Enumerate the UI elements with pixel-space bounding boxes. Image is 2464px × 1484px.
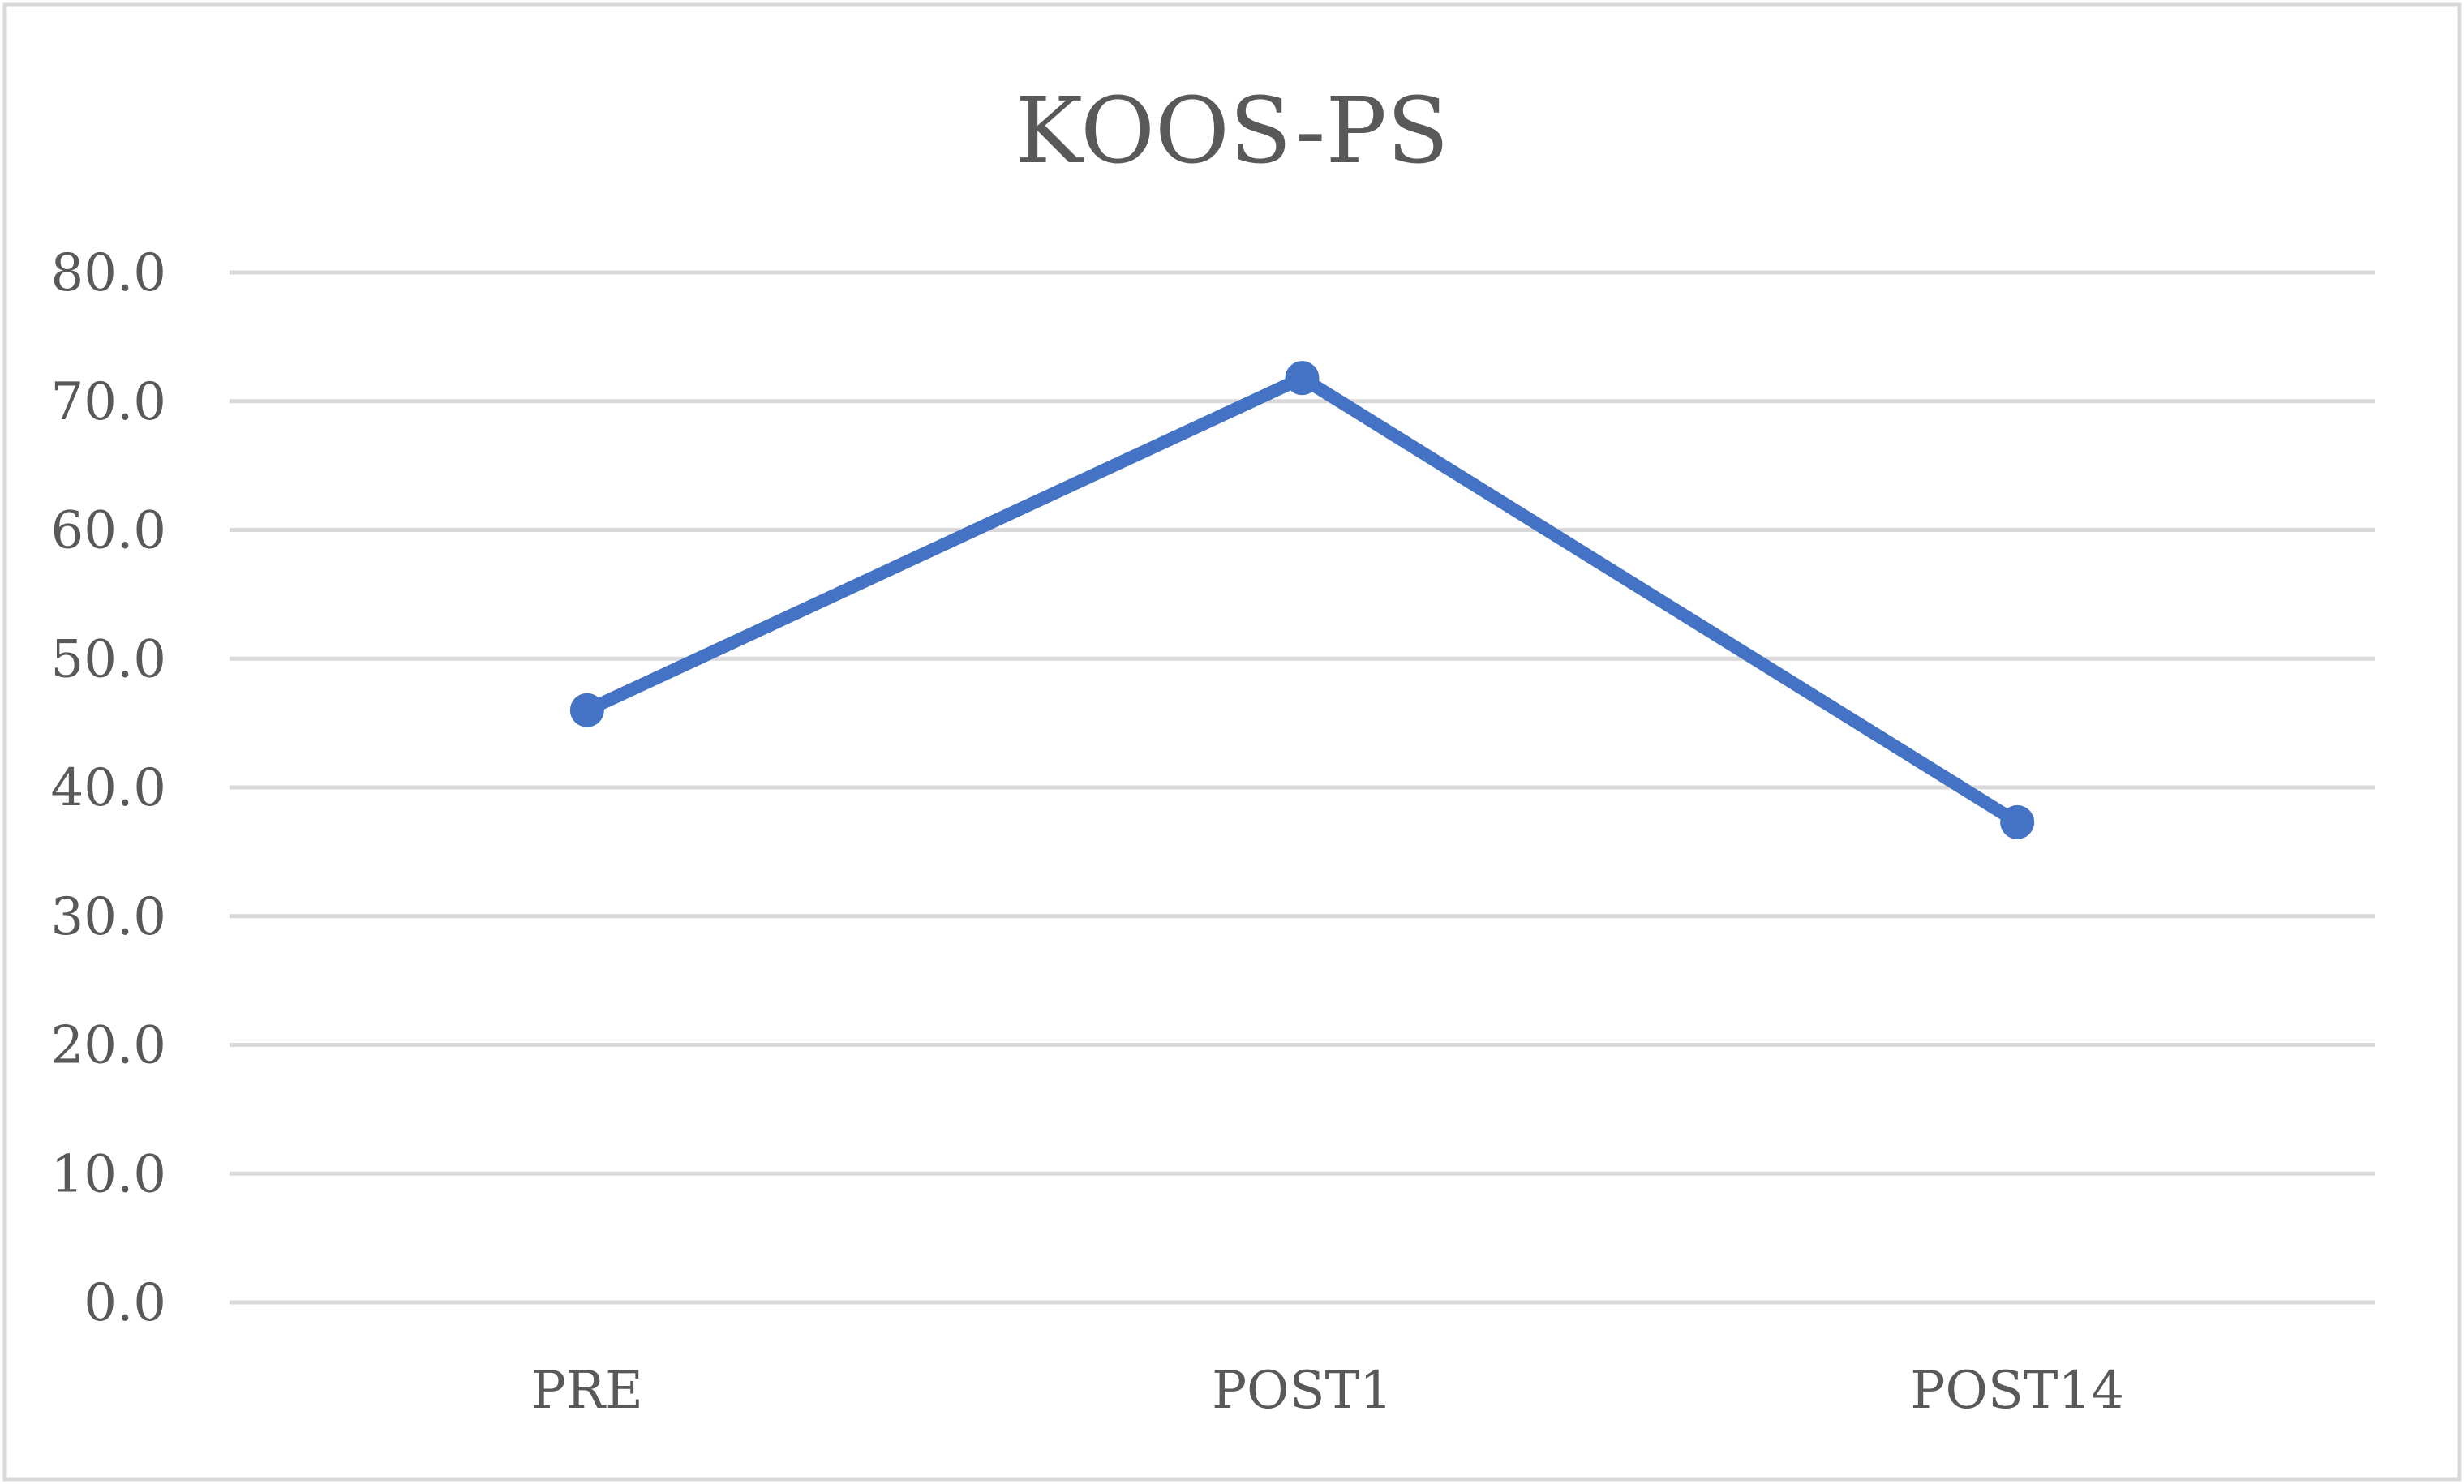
data-point: [2000, 804, 2035, 839]
y-tick-label: 20.0: [51, 1016, 167, 1076]
y-tick-label: 80.0: [51, 243, 167, 303]
y-tick-label: 30.0: [51, 887, 167, 947]
x-tick-label: PRE: [531, 1361, 643, 1421]
y-tick-label: 40.0: [51, 758, 167, 818]
series-layer: [569, 361, 2035, 839]
data-point: [569, 693, 604, 727]
y-axis-tick-labels: 0.0 10.0 20.0 30.0 40.0 50.0 60.0 70.0 80.0: [51, 243, 167, 1333]
y-tick-label: 10.0: [51, 1144, 167, 1204]
x-tick-label: POST14: [1910, 1361, 2124, 1421]
x-tick-label: POST1: [1212, 1361, 1393, 1421]
chart-title: KOOS-PS: [1015, 79, 1449, 184]
y-tick-label: 50.0: [51, 629, 167, 689]
y-tick-label: 60.0: [51, 501, 167, 561]
gridlines: [230, 270, 2375, 1305]
x-axis-tick-labels: PRE POST1 POST14: [531, 1361, 2124, 1421]
y-tick-label: 70.0: [51, 372, 167, 432]
data-point: [1285, 361, 1320, 396]
y-tick-label: 0.0: [84, 1273, 166, 1333]
